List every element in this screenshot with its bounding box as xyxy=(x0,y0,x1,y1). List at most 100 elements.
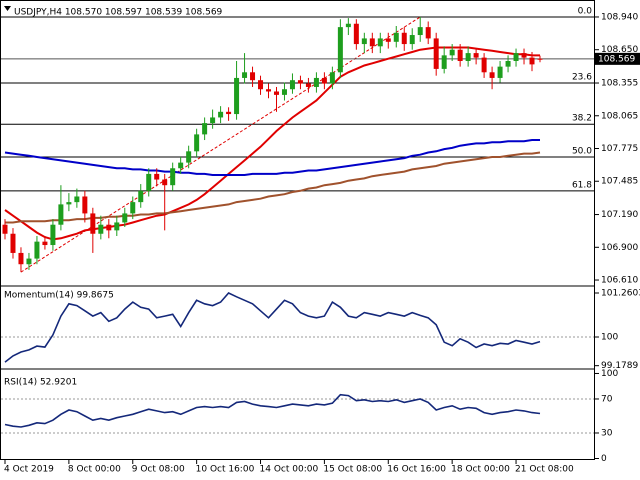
candle-body xyxy=(226,111,232,115)
candle-body xyxy=(170,168,176,186)
candle-body xyxy=(90,213,96,234)
y-tick-label: 99.1789 xyxy=(601,361,638,371)
candle-body xyxy=(401,32,407,45)
candle-body xyxy=(2,224,8,234)
x-tick-label: 4 Oct 2019 xyxy=(4,465,54,475)
candle-body xyxy=(441,55,447,69)
candle-body xyxy=(465,53,471,61)
fib-level-label: 61.8 xyxy=(572,180,592,190)
candle-body xyxy=(130,202,136,214)
candle-body xyxy=(449,49,455,56)
candle-body xyxy=(393,32,399,42)
candle-body xyxy=(361,38,367,45)
y-tick-label: 106.610 xyxy=(601,276,638,286)
candle-body xyxy=(50,224,56,246)
candle-body xyxy=(194,134,200,152)
fib-trendline xyxy=(20,16,421,273)
candle-body xyxy=(74,196,80,203)
y-tick-label: 70 xyxy=(601,394,613,404)
candle-body xyxy=(425,27,431,39)
candle-body xyxy=(417,27,423,36)
candle-body xyxy=(329,72,335,84)
candle-body xyxy=(321,77,327,84)
candle-body xyxy=(489,72,495,78)
y-tick-label: 108.355 xyxy=(601,79,638,89)
indicator-line xyxy=(4,393,541,428)
candle-body xyxy=(385,38,391,42)
candle-body xyxy=(138,190,144,203)
candle-body xyxy=(289,80,295,90)
candle-body xyxy=(18,252,24,265)
candle-body xyxy=(305,83,311,87)
candle-body xyxy=(457,49,463,61)
candle-body xyxy=(497,66,503,78)
fib-level-label: 50.0 xyxy=(572,146,592,156)
y-tick-label: 100 xyxy=(601,333,618,343)
candle-body xyxy=(146,173,152,191)
y-tick-label: 108.650 xyxy=(601,45,638,55)
candle-body xyxy=(369,38,375,47)
moving-average xyxy=(4,139,540,176)
panel-title: USDJPY,H4 108.570 108.597 108.539 108.56… xyxy=(14,8,223,18)
candle-body xyxy=(218,111,224,118)
fib-level-label: 0.0 xyxy=(578,6,593,16)
candle-body xyxy=(529,57,535,65)
current-price-box xyxy=(595,52,640,65)
y-tick-label: 101.2603 xyxy=(601,288,640,298)
candle-body xyxy=(258,80,264,90)
candle-body xyxy=(337,27,343,73)
y-tick-label: 108.065 xyxy=(601,111,638,121)
candle-body xyxy=(114,222,120,231)
y-tick-label: 108.940 xyxy=(601,12,638,22)
candle-body xyxy=(266,89,272,92)
candle-body xyxy=(505,61,511,67)
y-tick-label: 107.485 xyxy=(601,177,638,187)
y-tick-label: 30 xyxy=(601,428,613,438)
fib-level-label: 38.2 xyxy=(572,114,592,124)
y-tick-label: 107.775 xyxy=(601,144,638,154)
candle-body xyxy=(409,35,415,45)
candle-body xyxy=(433,38,439,69)
candle-body xyxy=(345,23,351,28)
x-tick-label: 15 Oct 08:00 xyxy=(323,465,382,475)
candle-body xyxy=(162,179,168,186)
candle-body xyxy=(106,224,112,231)
x-tick-label: 9 Oct 08:00 xyxy=(132,465,185,475)
fib-level-label: 23.6 xyxy=(572,73,592,83)
candle-body xyxy=(537,58,543,60)
y-tick-label: 106.900 xyxy=(601,243,638,253)
candle-body xyxy=(281,89,287,95)
candle-body xyxy=(210,117,216,124)
y-tick-label: 100 xyxy=(601,369,618,379)
candle-body xyxy=(26,258,32,265)
x-tick-label: 8 Oct 00:00 xyxy=(68,465,121,475)
candle-body xyxy=(122,213,128,223)
candle-body xyxy=(473,53,479,58)
current-price-label: 108.569 xyxy=(598,54,635,64)
x-tick-label: 16 Oct 16:00 xyxy=(387,465,446,475)
candle-body xyxy=(66,202,72,205)
candle-body xyxy=(313,77,319,87)
candle-body xyxy=(250,72,256,81)
candle-body xyxy=(242,72,248,78)
candle-body xyxy=(234,77,240,115)
y-tick-label: 0 xyxy=(601,454,607,464)
candle-body xyxy=(377,38,383,47)
x-tick-label: 14 Oct 00:00 xyxy=(260,465,319,475)
x-tick-label: 21 Oct 08:00 xyxy=(515,465,574,475)
candle-body xyxy=(513,53,519,61)
candle-body xyxy=(353,23,359,45)
x-tick-label: 10 Oct 16:00 xyxy=(196,465,255,475)
candle-body xyxy=(481,57,487,73)
candle-body xyxy=(154,173,160,180)
candle-body xyxy=(178,162,184,169)
candle-body xyxy=(297,80,303,84)
candle-body xyxy=(58,204,64,225)
candle-body xyxy=(202,123,208,135)
y-tick-label: 107.190 xyxy=(601,210,638,220)
indicator-line xyxy=(4,292,541,363)
candle-body xyxy=(34,241,40,259)
candle-body xyxy=(521,53,527,58)
